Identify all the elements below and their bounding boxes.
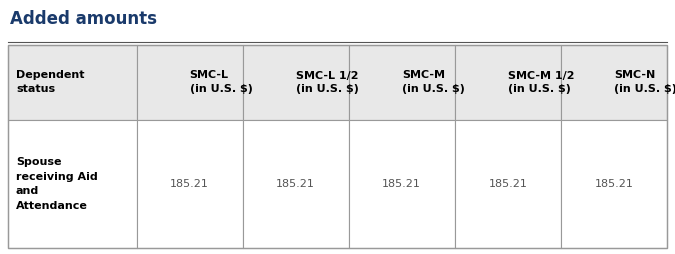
Bar bbox=[561, 45, 667, 120]
Text: Dependent
status: Dependent status bbox=[16, 71, 84, 94]
Text: SMC-L
(in U.S. $): SMC-L (in U.S. $) bbox=[190, 71, 252, 94]
Text: SMC-L 1/2
(in U.S. $): SMC-L 1/2 (in U.S. $) bbox=[296, 71, 358, 94]
Bar bbox=[455, 45, 561, 120]
Text: 185.21: 185.21 bbox=[382, 179, 421, 189]
Text: 185.21: 185.21 bbox=[489, 179, 527, 189]
Bar bbox=[349, 120, 455, 248]
Bar bbox=[136, 120, 242, 248]
Text: SMC-M 1/2
(in U.S. $): SMC-M 1/2 (in U.S. $) bbox=[508, 71, 574, 94]
Bar bbox=[455, 120, 561, 248]
Text: 185.21: 185.21 bbox=[276, 179, 315, 189]
Text: 185.21: 185.21 bbox=[595, 179, 633, 189]
Bar bbox=[349, 45, 455, 120]
Text: Spouse
receiving Aid
and
Attendance: Spouse receiving Aid and Attendance bbox=[16, 157, 98, 211]
Text: 185.21: 185.21 bbox=[170, 179, 209, 189]
Bar bbox=[8, 45, 667, 248]
Bar bbox=[136, 45, 242, 120]
Text: SMC-N
(in U.S. $): SMC-N (in U.S. $) bbox=[614, 71, 675, 94]
Bar bbox=[8, 45, 136, 120]
Bar bbox=[561, 120, 667, 248]
Bar bbox=[242, 45, 349, 120]
Bar bbox=[8, 120, 136, 248]
Text: SMC-M
(in U.S. $): SMC-M (in U.S. $) bbox=[402, 71, 464, 94]
Bar bbox=[242, 120, 349, 248]
Text: Added amounts: Added amounts bbox=[10, 10, 157, 28]
